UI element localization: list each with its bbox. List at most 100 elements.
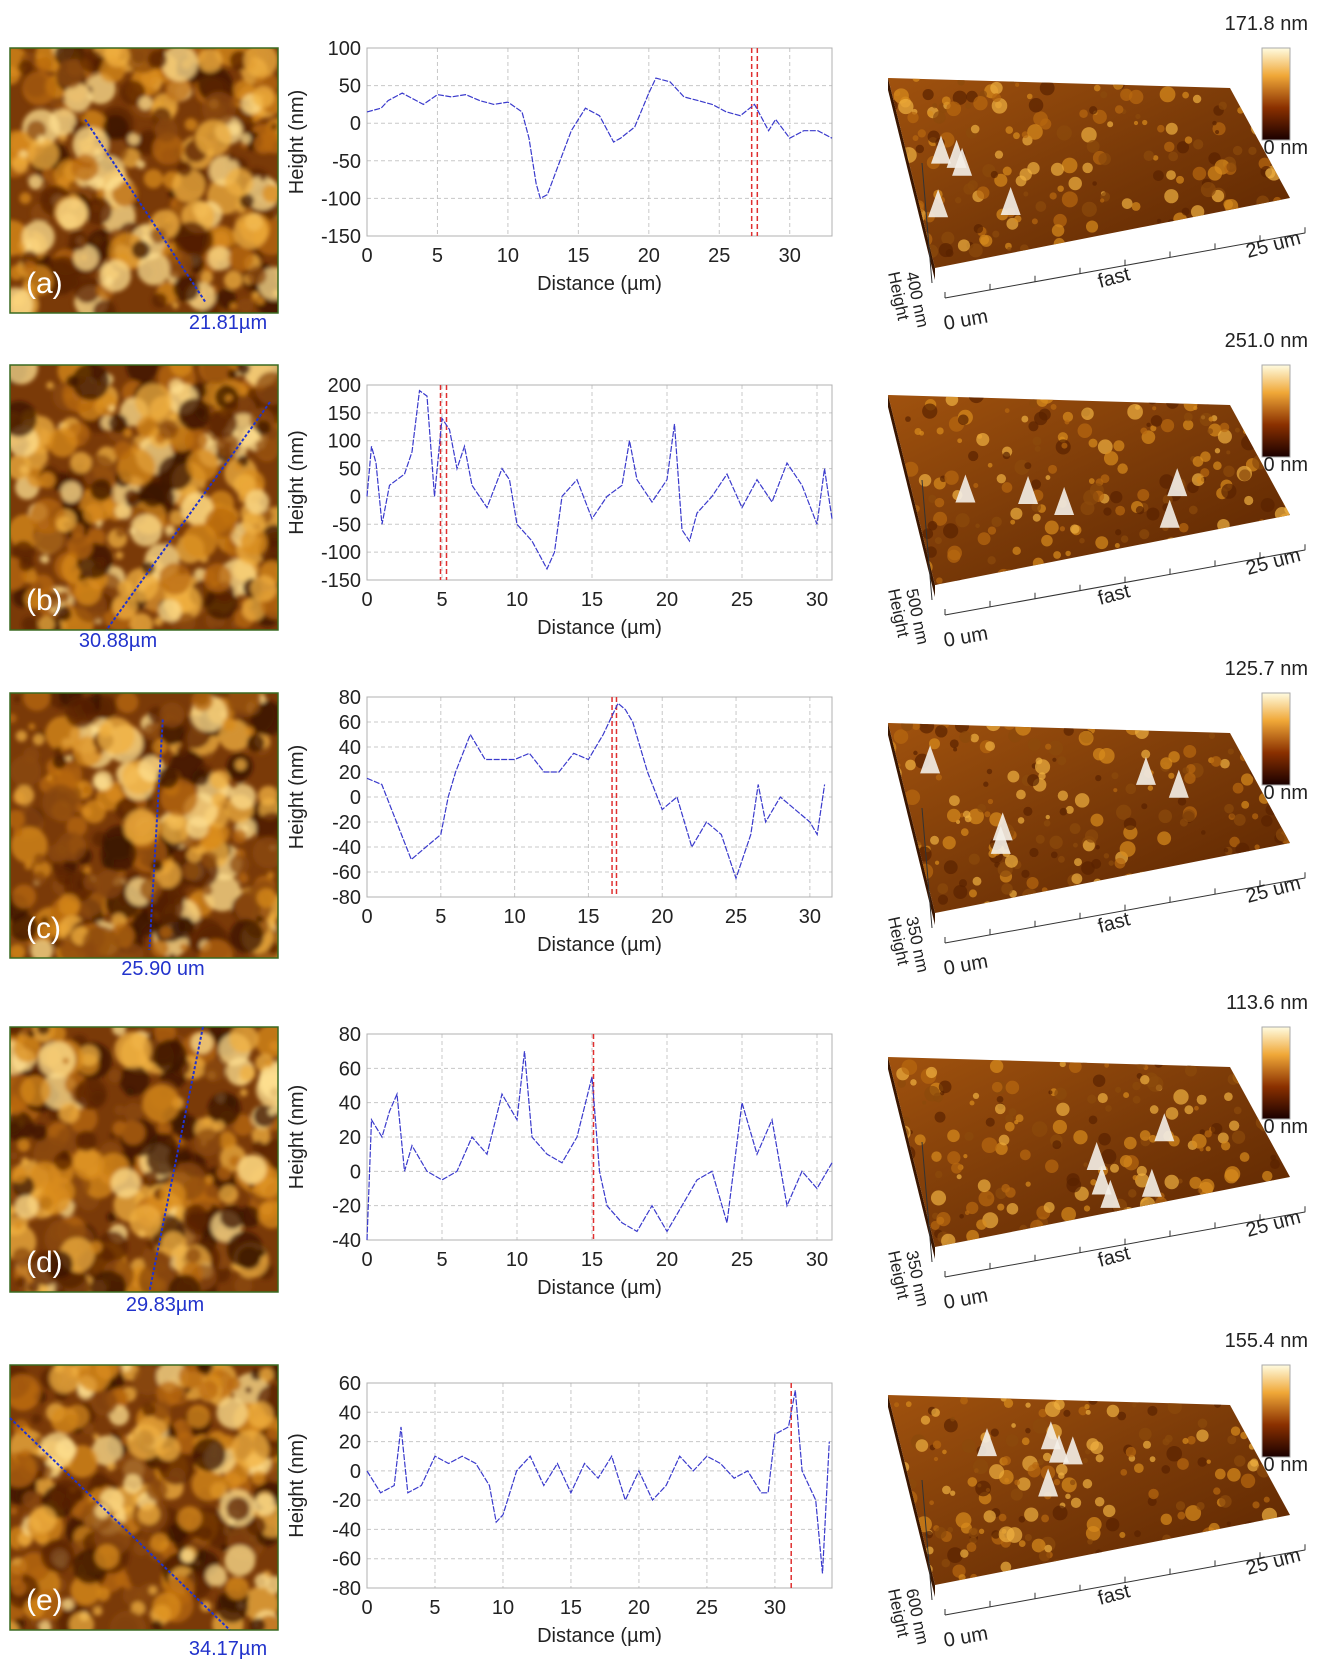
afm-grain [92,299,117,313]
surface-grain [1164,537,1179,552]
afm-grain [35,56,52,73]
surface-grain [1199,1178,1215,1194]
afm-grain [10,1451,37,1488]
surface-grain [1215,875,1227,888]
surface-grain [888,1194,897,1211]
afm-grain [94,148,101,156]
surface-grain [927,130,940,143]
afm-grain [170,622,178,629]
afm-grain [234,462,243,471]
afm-grain [14,1221,23,1230]
surface-grain [1164,395,1175,402]
y-tick-label: 80 [339,687,361,709]
afm-grain [113,1457,126,1470]
afm-grain [78,1044,100,1067]
surface-grain [888,1491,903,1507]
surface-grain [1023,806,1033,816]
afm-grain [146,1143,179,1176]
surface-grain [973,223,984,234]
surface-grain [976,1219,987,1230]
afm-grain [228,1155,241,1168]
surface-grain [1015,1114,1024,1123]
afm-grain [120,1365,132,1372]
surface-grain [1085,220,1099,233]
surface-grain [972,1092,980,1100]
afm-grain [159,925,173,939]
surface-grain [933,111,946,124]
afm-grain [137,252,170,286]
surface-grain [1140,1075,1150,1085]
surface-grain [1194,1105,1199,1111]
afm-grain [64,696,97,729]
afm-grain [53,746,63,756]
surface-grain [991,1081,1003,1093]
colorbar-max: 125.7 nm [1225,658,1308,680]
x-tick-label: 10 [497,245,519,267]
surface-grain [1092,1074,1106,1087]
afm-grain [10,1373,42,1411]
surface-grain [1048,257,1057,266]
surface-grain [1059,807,1068,816]
surface-grain [1222,547,1227,552]
x-tick-label: 20 [651,906,673,928]
afm-grain [253,291,260,299]
y-tick-label: 200 [328,375,361,397]
surface-peak [928,189,949,218]
surface-grain [1218,101,1227,110]
surface-grain [1194,253,1210,268]
afm-grain [171,301,179,309]
surface-grain [1195,1202,1209,1216]
surface-grain [1279,1536,1287,1545]
surface-grain [1160,757,1173,770]
surface-grain [1152,155,1159,161]
afm-grain [250,575,277,602]
afm-texture [10,1027,278,1292]
afm-grain [83,865,92,874]
x-tick-label: 20 [638,245,660,267]
afm-border [9,364,279,631]
surface-grain [1168,151,1179,162]
surface-grain [985,1238,1001,1247]
surface-grain [898,867,907,876]
surface-grain [1116,804,1132,820]
afm-grain [57,591,70,604]
afm-grain [72,1148,105,1181]
surface-grain [1003,723,1016,730]
surface-grain [888,888,899,899]
surface-peak [955,474,976,503]
afm-grain [262,184,278,203]
afm-grain [23,1598,45,1620]
surface-grain [1012,546,1021,556]
surface-grain [929,1500,934,1506]
surface-grain [985,723,1001,732]
surface-grain [1017,1477,1031,1491]
surface-grain [1190,545,1203,558]
surface-grain [1057,855,1065,863]
surface-grain [1088,1575,1100,1585]
x-tick-label: 10 [506,1249,528,1271]
surface-grain [1133,120,1139,126]
surface-grain [1214,1468,1226,1480]
afm-grain [191,1467,225,1502]
afm-grain [250,1470,266,1485]
afm-grain [177,398,211,431]
scan-length: 30.88µm [79,630,157,652]
afm-grain [158,562,192,595]
x-tick-label: 30 [806,589,828,611]
afm-grain [141,1402,156,1417]
afm-border [9,47,279,314]
surface-grain [944,470,959,485]
surface-grain [1220,758,1230,769]
surface-grain [1026,93,1033,100]
afm-grain [31,1124,48,1141]
y-tick-label: 60 [339,1058,361,1080]
surface-grain [1208,1522,1220,1535]
surface-grain [998,1513,1007,1522]
x-tick-label: 0 [361,906,372,928]
surface-grain [1001,1455,1011,1466]
afm-grain [197,1379,219,1401]
afm-grain [124,489,140,505]
afm-grain [229,1027,259,1054]
surface-peak [1000,187,1021,216]
afm-grain [32,733,45,746]
